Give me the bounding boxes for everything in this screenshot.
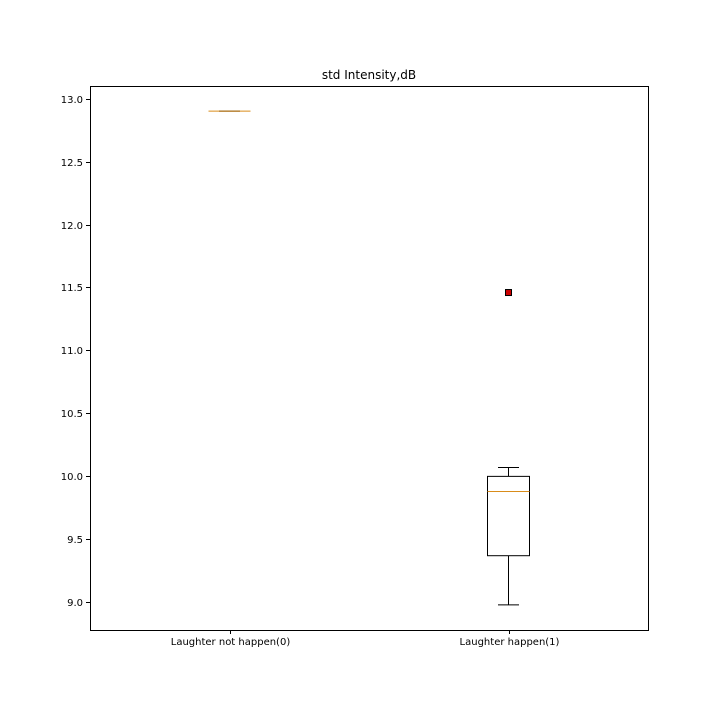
- chart-title: std Intensity,dB: [322, 68, 416, 82]
- y-tick-label: 13.0: [61, 95, 83, 106]
- boxplot-series: [208, 110, 530, 606]
- axes-frame: [90, 86, 649, 631]
- box-group: [487, 289, 530, 606]
- y-axis: 9.0 9.5 10.0 10.5 11.0 11.5 12.0 12.5 13.0: [61, 95, 90, 609]
- y-tick-label: 12.5: [61, 158, 83, 169]
- y-tick-label: 11.0: [61, 346, 83, 357]
- x-tick-label: Laughter happen(1): [460, 637, 560, 648]
- y-tick-label: 9.5: [67, 535, 83, 546]
- y-tick-label: 12.0: [61, 221, 83, 232]
- outlier-point: [505, 289, 512, 297]
- y-tick-label: 9.0: [67, 598, 83, 609]
- y-tick-label: 11.5: [61, 283, 83, 294]
- box-iqr: [487, 475, 530, 557]
- y-tick-label: 10.0: [61, 472, 83, 483]
- y-tick-label: 10.5: [61, 409, 83, 420]
- x-tick-label: Laughter not happen(0): [171, 637, 291, 648]
